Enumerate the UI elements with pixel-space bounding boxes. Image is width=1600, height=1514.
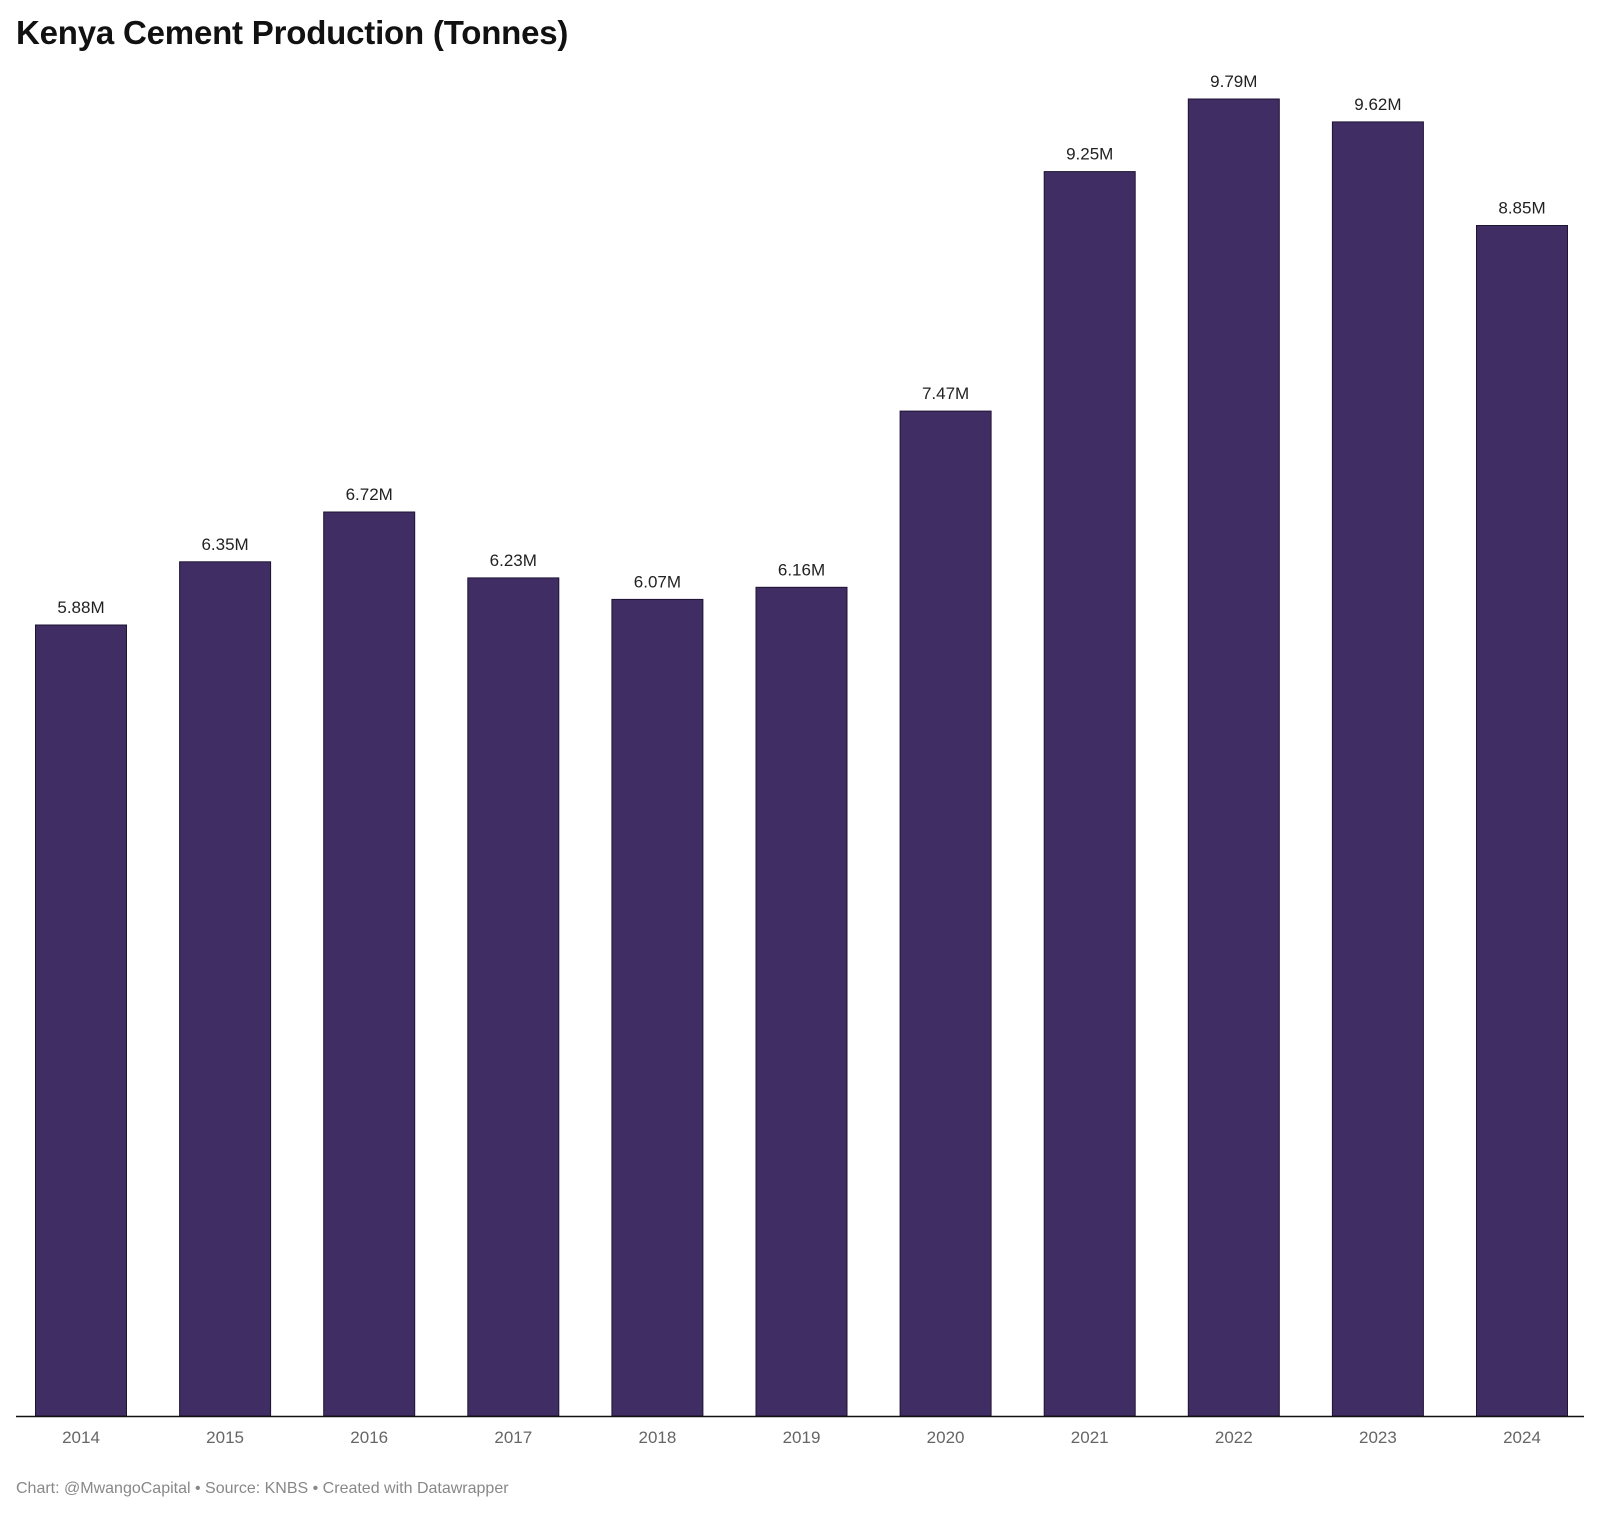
bar-2017 xyxy=(467,577,560,1417)
chart-title: Kenya Cement Production (Tonnes) xyxy=(16,14,569,51)
bar-2022 xyxy=(1187,98,1280,1417)
bar-2014 xyxy=(35,624,127,1417)
bar-2024 xyxy=(1476,225,1568,1417)
bar-2016 xyxy=(323,511,416,1417)
chart-footer-credit: Chart: @MwangoCapital • Source: KNBS • C… xyxy=(16,1480,509,1497)
bar-2021 xyxy=(1043,171,1136,1417)
bar-2020 xyxy=(899,410,992,1417)
bar-value-label-2021: 9.25M xyxy=(1066,145,1113,164)
bar-value-label-2020: 7.47M xyxy=(922,384,969,403)
bar-2019 xyxy=(755,586,848,1417)
bar-value-label-2016: 6.72M xyxy=(346,485,393,504)
bar-value-label-2022: 9.79M xyxy=(1210,72,1257,91)
x-tick-label-2018: 2018 xyxy=(638,1428,676,1447)
x-tick-label-2022: 2022 xyxy=(1215,1428,1253,1447)
x-tick-label-2019: 2019 xyxy=(783,1428,821,1447)
x-tick-label-2017: 2017 xyxy=(494,1428,532,1447)
bar-value-label-2014: 5.88M xyxy=(57,598,104,617)
bar-2018 xyxy=(611,598,704,1417)
x-tick-label-2021: 2021 xyxy=(1071,1428,1109,1447)
bar-value-label-2024: 8.85M xyxy=(1498,199,1545,218)
x-tick-label-2024: 2024 xyxy=(1503,1428,1541,1447)
bar-2015 xyxy=(179,561,272,1417)
x-tick-label-2020: 2020 xyxy=(927,1428,965,1447)
x-tick-label-2023: 2023 xyxy=(1359,1428,1397,1447)
x-tick-label-2014: 2014 xyxy=(62,1428,100,1447)
bar-value-label-2018: 6.07M xyxy=(634,572,681,591)
bar-2023 xyxy=(1331,121,1424,1417)
x-tick-label-2016: 2016 xyxy=(350,1428,388,1447)
bar-value-label-2019: 6.16M xyxy=(778,560,825,579)
bar-value-label-2015: 6.35M xyxy=(201,535,248,554)
bar-value-label-2023: 9.62M xyxy=(1354,95,1401,114)
bar-value-label-2017: 6.23M xyxy=(490,551,537,570)
x-tick-label-2015: 2015 xyxy=(206,1428,244,1447)
